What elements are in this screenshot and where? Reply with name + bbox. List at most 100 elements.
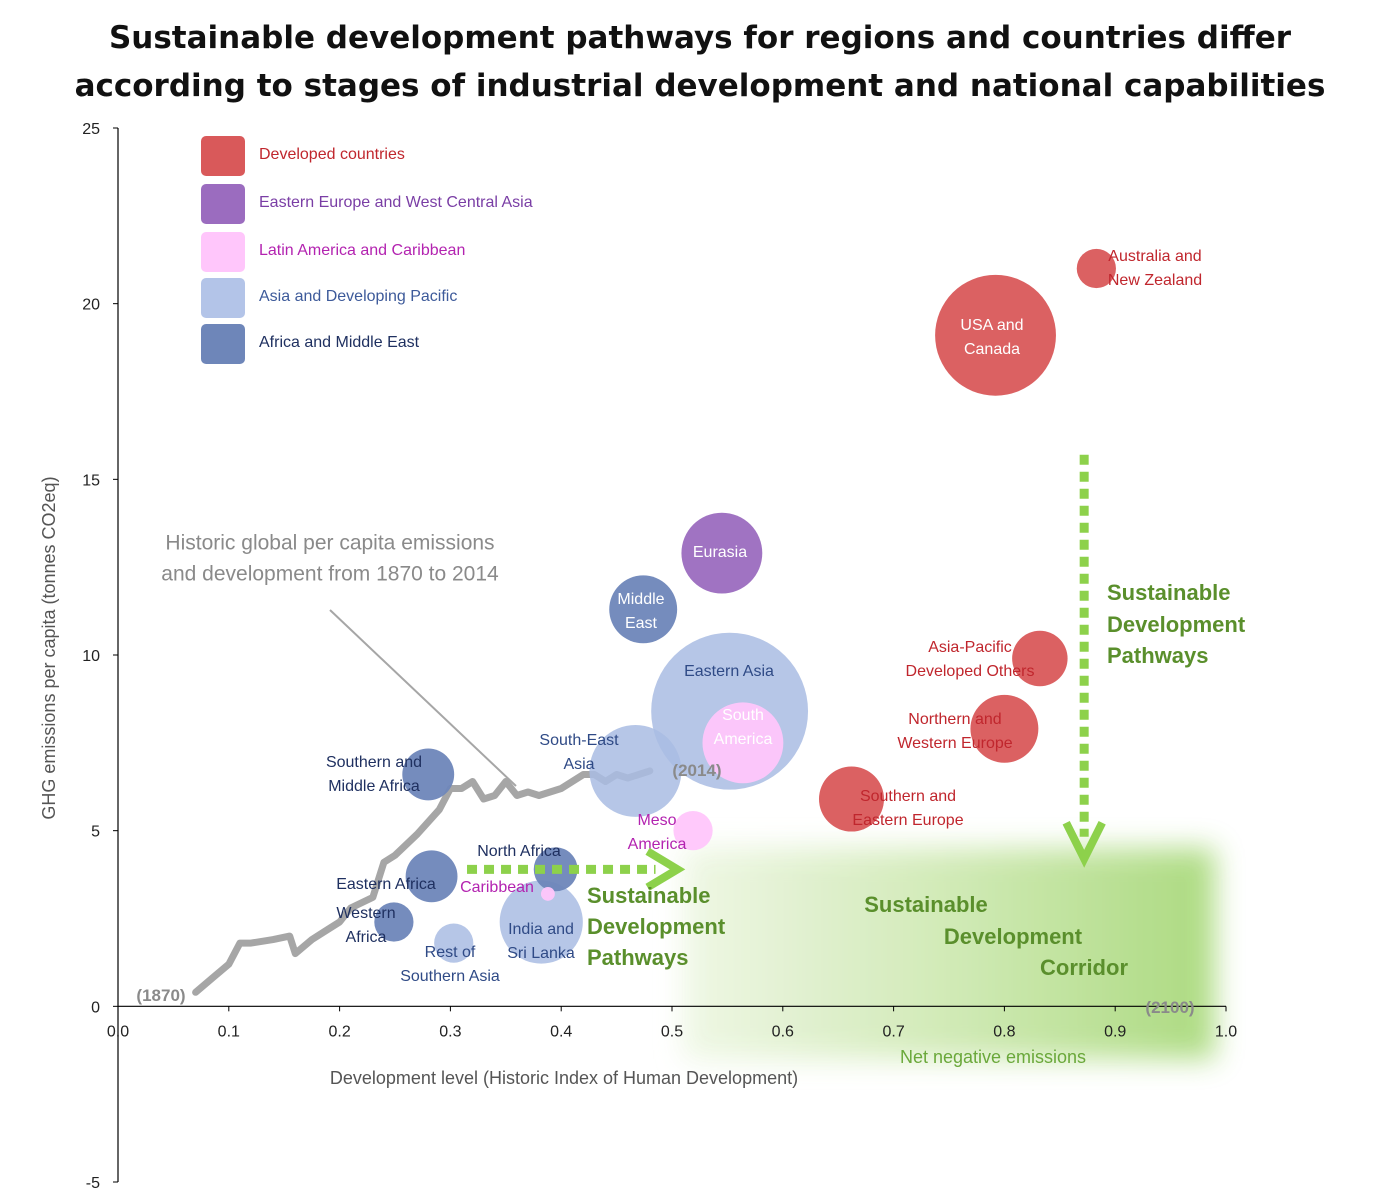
legend-label: Developed countries [259,146,405,163]
x-tick-label: 1.0 [1215,1023,1237,1040]
bubble-label: Western [336,905,395,922]
chart-title: Sustainable development pathways for reg… [0,14,1378,110]
axes-layer: 0.0 0.1 0.2 0.3 0.4 0.5 0.6 0.7 0.8 0.9 1.0 -5 0 5 10 1… [39,121,1237,1192]
horizontal-pathway-label: Sustainable [587,883,710,908]
legend-label: Africa and Middle East [259,334,420,351]
horizontal-pathway-arrowhead [645,847,686,891]
bubble-label: America [714,731,773,748]
historic-annotation-pointer [329,609,517,787]
bubble-label-layer: Australia and New Zealand USA and Canada Asi… [326,248,1202,985]
x-tick-label: 0.1 [218,1023,240,1040]
bubble-label: Africa [346,929,387,946]
legend-label: Latin America and Caribbean [259,242,466,259]
bubble-south-america [702,702,784,784]
horizontal-pathway-label: Pathways [587,945,689,970]
corridor-label: Development [944,924,1083,949]
bubble-label: Southern Asia [400,968,500,985]
legend-swatch [201,136,245,176]
title-line-1: Sustainable development pathways for reg… [108,20,1292,56]
bubble-label: America [628,836,687,853]
legend-label: Eastern Europe and West Central Asia [259,194,533,211]
x-tick-label: 0.8 [993,1023,1015,1040]
y-tick-label: 0 [91,999,100,1016]
x-tick-label: 0.4 [550,1023,572,1040]
y-axis-title: GHG emissions per capita (tonnes CO2eq) [39,476,59,819]
corridor-layer [683,848,1215,1060]
x-tick-label: 0.7 [882,1023,904,1040]
bubble-label: Canada [964,341,1020,358]
x-tick-label: 0.5 [661,1023,683,1040]
bubble-label: Southern and [860,788,956,805]
bubble-label: Rest of [425,944,476,961]
bubble-label: Southern and [326,754,422,771]
bubble-usa-and-canada [935,274,1056,396]
historic-emissions-line [192,767,654,996]
y-tick-label: 15 [82,472,100,489]
bubble-label: Middle [617,591,664,608]
bubble-label: Developed Others [906,663,1035,680]
y-tick-label: 10 [82,648,100,665]
x-tick-label: 0.3 [439,1023,461,1040]
x-axis-title: Development level (Historic Index of Hum… [330,1068,798,1088]
x-tick-label: 0.6 [772,1023,794,1040]
bubble-caribbean [540,886,555,901]
historic-annotation: Historic global per capita emissions [165,532,494,555]
bubble-label: South [722,707,764,724]
bubble-label: Eastern Europe [852,812,963,829]
bubble-label: Caribbean [460,879,534,896]
legend-swatch [201,278,245,318]
corridor-label: Sustainable [864,892,987,917]
bubble-label: Meso [637,812,676,829]
bubble-label: Australia and [1108,248,1201,265]
corridor-label: Corridor [1040,955,1128,980]
bubble-label: North Africa [477,843,561,860]
legend-label: Asia and Developing Pacific [259,288,458,305]
x-tick-label: 0.2 [328,1023,350,1040]
bubble-label: USA and [960,317,1023,334]
bubble-india-and-sri-lanka [499,880,583,964]
vertical-pathway-label: Development [1107,612,1246,637]
bubble-rest-of-southern-asia [434,923,474,963]
bubble-australia-and-new-zealand [1076,248,1116,289]
bubble-middle-east [609,575,678,644]
y-tick-label: 5 [91,824,100,841]
title-line-2: according to stages of industrial develo… [74,68,1326,104]
bubble-label: East [625,615,658,632]
vertical-pathway-arrowhead [1062,820,1106,868]
start-year-label: (1870) [136,986,185,1005]
bubble-label: Asia [563,756,594,773]
y-tick-label: 25 [82,121,100,138]
bubble-label: Asia-Pacific [928,639,1012,656]
bubble-northern-and-western-europe [970,694,1039,763]
future-year-label: (2100) [1145,998,1194,1017]
vertical-pathway-label: Sustainable [1107,580,1230,605]
x-tick-label: 0.0 [107,1023,129,1040]
legend-swatch [201,184,245,224]
bubble-label: New Zealand [1108,272,1202,289]
bubble-label: Eastern Africa [336,876,436,893]
bubble-label: Sri Lanka [507,945,575,962]
bubble-meso-america [673,811,713,851]
bubble-layer [374,248,1116,964]
historic-line-layer [192,767,654,996]
bubble-southern-and-middle-africa [402,748,455,801]
vertical-pathway-label: Pathways [1107,643,1209,668]
legend-swatch [201,324,245,364]
bubble-label: Western Europe [897,735,1012,752]
bubble-western-africa [374,902,414,942]
annotation-layer: Historic global per capita emissions and … [136,454,1246,1067]
bubble-asia-pacific-developed-others [1012,630,1068,687]
development-corridor [683,848,1215,1060]
end-year-label: (2014) [672,761,721,780]
bubble-eastern-africa [405,850,458,903]
bubble-southern-and-eastern-europe [818,766,885,832]
net-negative-label: Net negative emissions [900,1047,1086,1067]
bubble-label: Northern and [908,711,1001,728]
historic-annotation: and development from 1870 to 2014 [161,563,499,586]
bubble-label: South-East [539,732,619,749]
bubble-label: Eastern Asia [684,663,774,680]
bubble-south-east-asia [589,724,682,817]
legend-swatch [201,232,245,272]
y-tick-label: -5 [86,1175,100,1192]
